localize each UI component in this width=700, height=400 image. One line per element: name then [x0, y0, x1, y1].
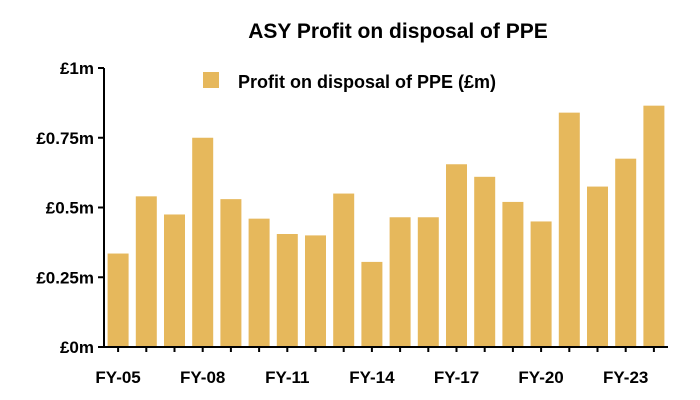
y-tick-label: £1m — [60, 59, 94, 78]
y-tick-label: £0m — [60, 338, 94, 357]
bar-fy-19 — [502, 201, 524, 347]
x-tick-label: FY-08 — [180, 368, 225, 387]
x-tick-label: FY-11 — [265, 368, 309, 387]
bar-fy-23 — [615, 158, 637, 347]
bar-fy-13 — [333, 193, 355, 347]
chart-title: ASY Profit on disposal of PPE — [248, 20, 548, 43]
bar-fy-15 — [389, 217, 411, 347]
y-tick-label: £0.75m — [36, 129, 94, 148]
x-tick-label: FY-17 — [434, 368, 479, 387]
bar-fy-20 — [530, 221, 552, 347]
bar-fy-16 — [417, 217, 439, 347]
bar-fy-07 — [164, 214, 185, 347]
bar-fy-14 — [361, 261, 383, 347]
bar-fy-22 — [587, 186, 608, 347]
bar-fy-17 — [446, 164, 467, 347]
bar-fy-18 — [474, 176, 496, 347]
y-tick-label: £0.5m — [46, 199, 94, 218]
y-tick-label: £0.25m — [36, 268, 94, 287]
bar-fy-06 — [135, 196, 157, 347]
y-axis-ticks: £0m £0.25m £0.5m £0.75m £1m — [36, 59, 104, 357]
bar-fy-21 — [558, 112, 580, 347]
bar-fy-05 — [107, 253, 129, 347]
x-axis-ticks: FY-05 FY-08 FY-11 FY-14 FY-17 FY-20 FY-23 — [95, 347, 655, 387]
bars-group — [107, 105, 665, 347]
bar-fy-09 — [220, 199, 242, 347]
bar-fy-08 — [192, 137, 214, 347]
bar-fy-12 — [305, 235, 326, 347]
legend: Profit on disposal of PPE (£m) — [203, 72, 496, 92]
x-tick-label: FY-20 — [518, 368, 563, 387]
x-tick-label: FY-23 — [603, 368, 648, 387]
x-tick-label: FY-05 — [95, 368, 140, 387]
bar-fy-11 — [276, 234, 298, 347]
bar-fy-10 — [248, 218, 270, 347]
legend-swatch — [203, 72, 219, 88]
x-tick-label: FY-14 — [349, 368, 395, 387]
legend-label: Profit on disposal of PPE (£m) — [238, 72, 496, 92]
bar-fy-24 — [643, 105, 665, 347]
